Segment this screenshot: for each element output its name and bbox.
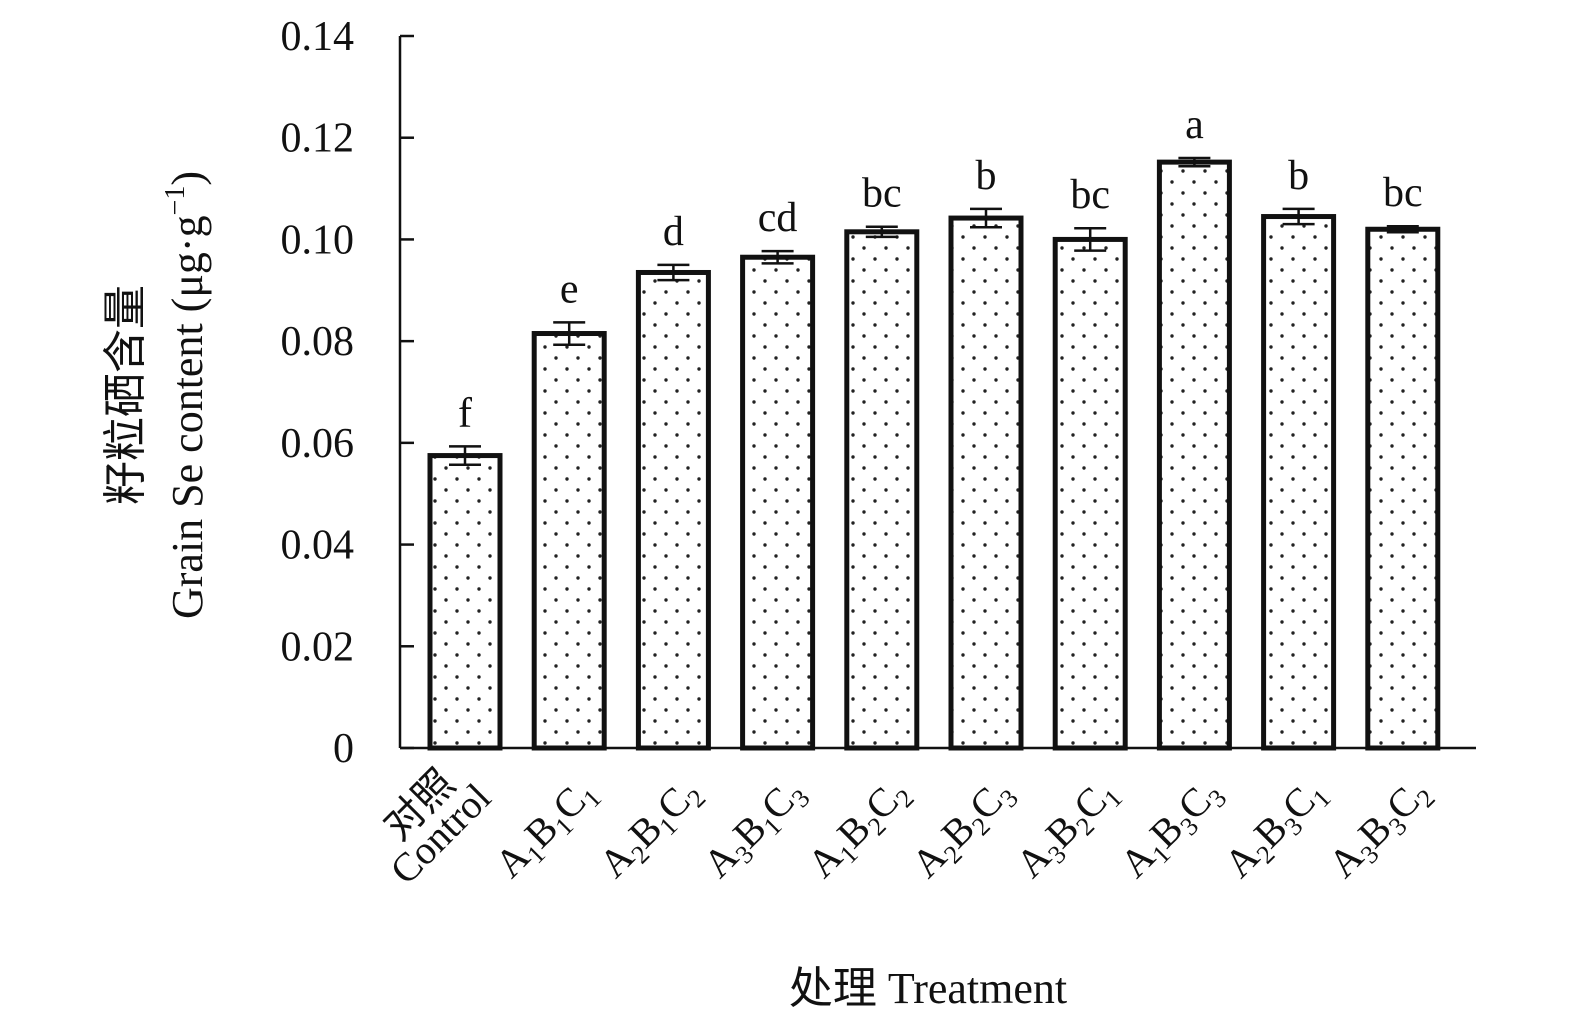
y-tick-label: 0.04 bbox=[281, 523, 355, 569]
y-tick-label: 0 bbox=[333, 726, 354, 772]
y-tick-label: 0.08 bbox=[281, 319, 355, 365]
category-label: A1B2C2 bbox=[799, 769, 920, 890]
significance-label: bc bbox=[1383, 170, 1423, 216]
category-label: A3B1C3 bbox=[694, 769, 815, 890]
y-tick-label: 0.12 bbox=[281, 116, 355, 162]
y-tick-label: 0.14 bbox=[281, 14, 355, 60]
significance-label: bc bbox=[862, 171, 902, 217]
bar bbox=[1261, 214, 1337, 751]
category-label: A1B3C3 bbox=[1111, 769, 1232, 890]
bar bbox=[531, 331, 607, 751]
y-tick-label: 0.06 bbox=[281, 421, 355, 467]
y-tick-label: 0.10 bbox=[281, 217, 355, 263]
category-label: A2B2C3 bbox=[903, 769, 1024, 890]
category-label: A3B3C2 bbox=[1320, 769, 1441, 890]
bar bbox=[1156, 159, 1232, 751]
bar bbox=[1052, 236, 1128, 751]
significance-label: f bbox=[458, 390, 472, 436]
bar bbox=[635, 269, 711, 751]
bar bbox=[740, 254, 816, 751]
y-axis-title-main: Grain Se content (μg·g bbox=[163, 215, 212, 619]
y-axis-title-superscript: −1 bbox=[160, 186, 191, 216]
y-axis-title-end: ) bbox=[163, 171, 212, 186]
bar bbox=[948, 215, 1024, 751]
bar bbox=[1365, 226, 1441, 751]
y-axis-title-chinese: 籽粒硒含量 bbox=[101, 285, 150, 505]
category-label: A2B3C1 bbox=[1215, 769, 1336, 890]
category-label: A2B1C2 bbox=[590, 769, 711, 890]
y-axis-title-english: Grain Se content (μg·g−1) bbox=[160, 171, 212, 619]
category-label: A1B1C1 bbox=[486, 769, 607, 890]
y-tick-label: 0.02 bbox=[281, 624, 355, 670]
category-label: A3B2C1 bbox=[1007, 769, 1128, 890]
significance-label: a bbox=[1185, 102, 1204, 148]
significance-label: e bbox=[560, 266, 579, 312]
bar bbox=[427, 453, 503, 751]
significance-label: d bbox=[663, 209, 684, 255]
significance-label: b bbox=[1288, 153, 1309, 199]
significance-label: cd bbox=[758, 195, 798, 241]
bar bbox=[844, 229, 920, 751]
significance-label: b bbox=[976, 153, 997, 199]
x-axis-title: 处理 Treatment bbox=[789, 964, 1067, 1013]
significance-label: bc bbox=[1070, 172, 1110, 218]
